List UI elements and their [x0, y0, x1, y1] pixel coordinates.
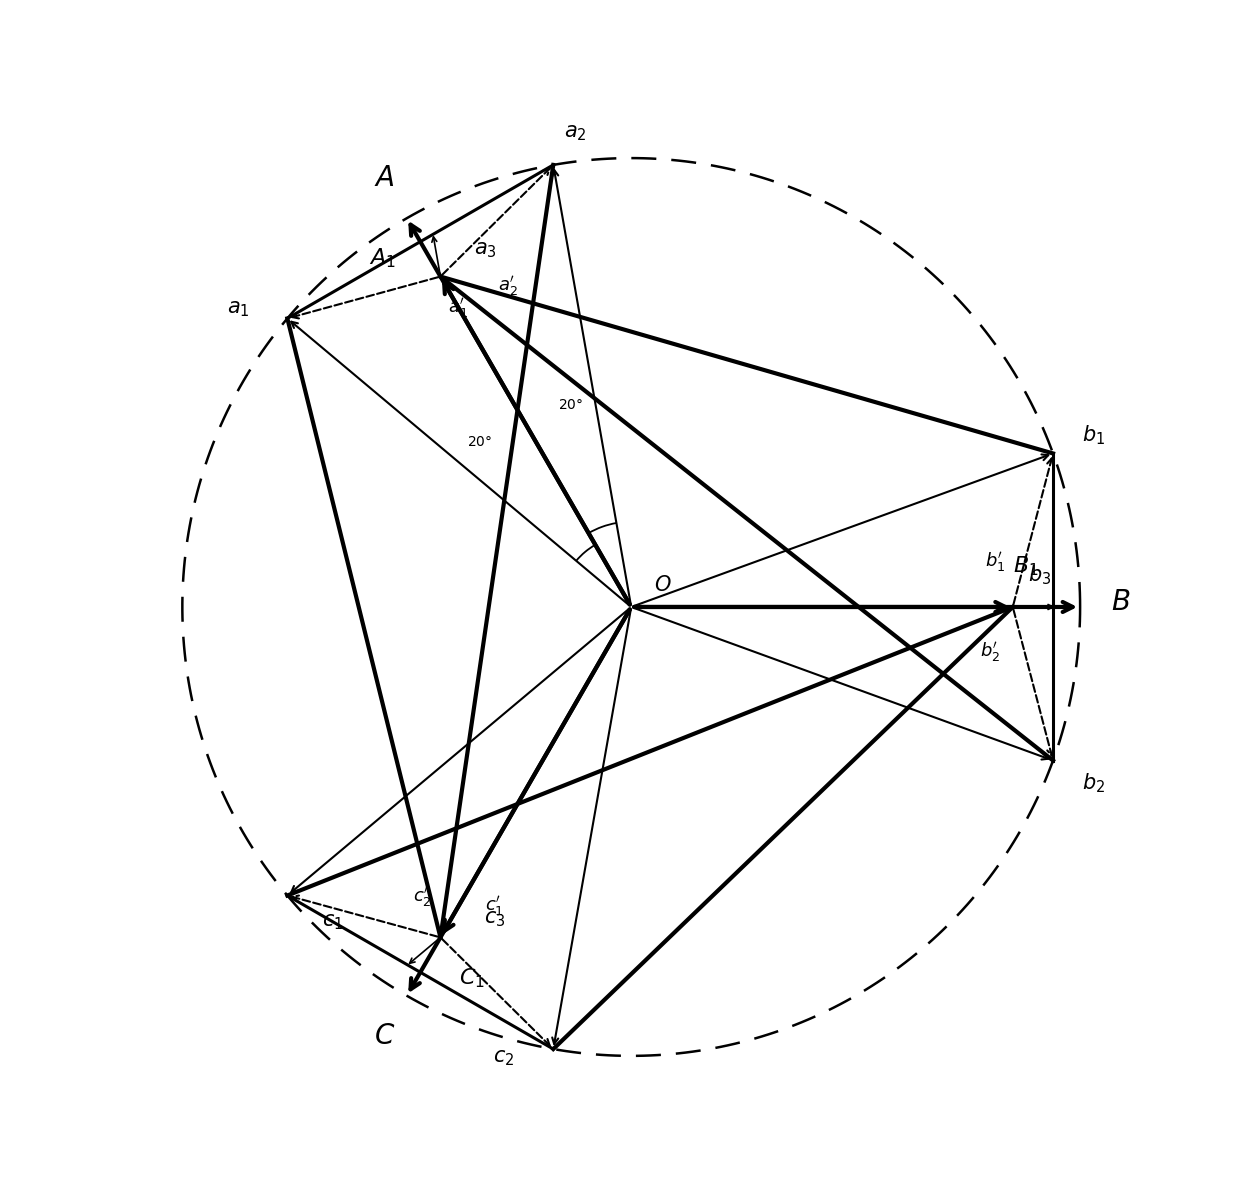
Text: $b_1$: $b_1$ [1081, 423, 1105, 447]
Text: $a_1$: $a_1$ [227, 299, 249, 319]
Text: $c_2'$: $c_2'$ [413, 885, 432, 909]
Text: $A_1$: $A_1$ [368, 246, 396, 270]
Text: $b_3$: $b_3$ [1028, 563, 1052, 587]
Text: $20°$: $20°$ [558, 397, 583, 411]
Text: $B_1$: $B_1$ [1013, 555, 1039, 579]
Text: $20°$: $20°$ [467, 435, 492, 448]
Text: $b_1'$: $b_1'$ [985, 550, 1004, 574]
Text: $O$: $O$ [653, 574, 671, 594]
Text: $c_1'$: $c_1'$ [485, 893, 503, 919]
Text: $a_1'$: $a_1'$ [449, 295, 469, 321]
Text: $b_2'$: $b_2'$ [981, 640, 1001, 664]
Text: $a_2$: $a_2$ [564, 123, 587, 144]
Text: $C_1$: $C_1$ [459, 966, 485, 989]
Text: $C$: $C$ [373, 1023, 396, 1050]
Text: $c_2$: $c_2$ [494, 1048, 515, 1068]
Text: $a_3$: $a_3$ [474, 239, 497, 260]
Text: $b_2$: $b_2$ [1081, 771, 1105, 795]
Text: $c_1$: $c_1$ [321, 913, 343, 933]
Text: $c_3$: $c_3$ [484, 909, 505, 929]
Text: $B$: $B$ [1111, 588, 1130, 616]
Text: $a_2'$: $a_2'$ [498, 274, 517, 298]
Text: $A$: $A$ [374, 164, 394, 191]
